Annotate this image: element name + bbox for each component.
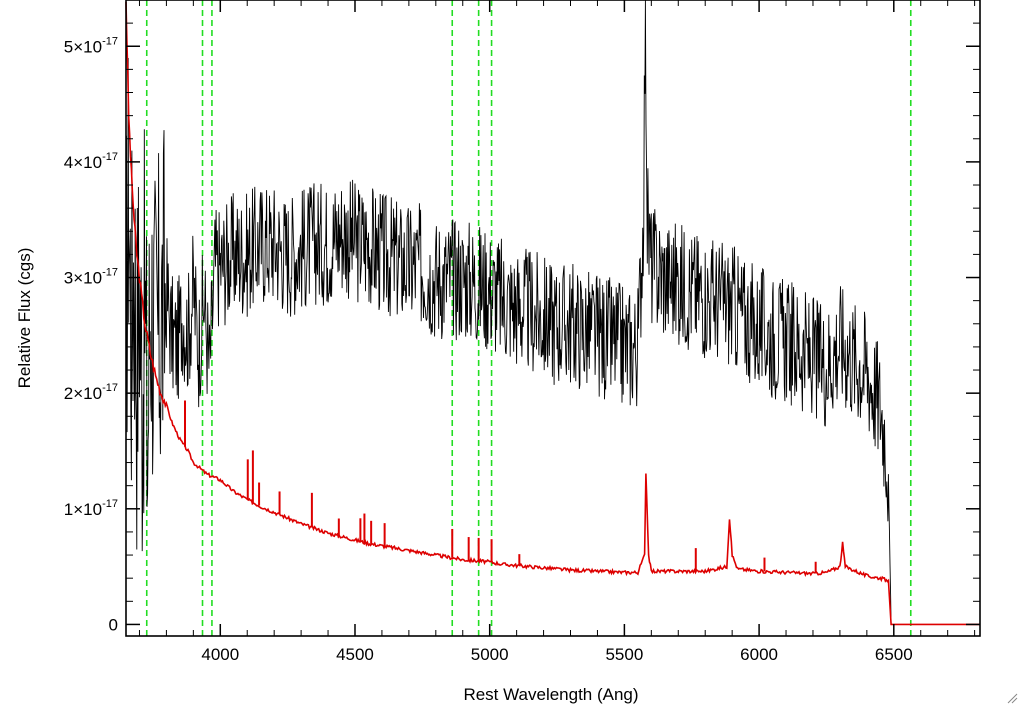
y-tick-label: 0 — [109, 615, 118, 634]
y-tick-exponent: -17 — [102, 382, 118, 394]
y-tick-exponent: -17 — [102, 151, 118, 163]
resize-grip-icon[interactable] — [1006, 692, 1018, 704]
x-tick-label: 4000 — [201, 645, 239, 664]
series-layer — [125, 0, 980, 626]
x-tick-label: 6000 — [740, 645, 778, 664]
series-line-0 — [125, 0, 980, 625]
y-axis-label: Relative Flux (cgs) — [15, 248, 34, 389]
x-tick-label: 6500 — [875, 645, 913, 664]
axes-frame — [125, 0, 981, 637]
y-tick-exponent: -17 — [102, 267, 118, 279]
x-tick-label: 4500 — [336, 645, 374, 664]
y-tick-exponent: -17 — [102, 498, 118, 510]
series-line-1 — [125, 1, 980, 626]
x-axis-label: Rest Wavelength (Ang) — [463, 685, 638, 704]
x-tick-label: 5000 — [471, 645, 509, 664]
x-tick-label: 5500 — [605, 645, 643, 664]
y-tick-exponent: -17 — [102, 35, 118, 47]
